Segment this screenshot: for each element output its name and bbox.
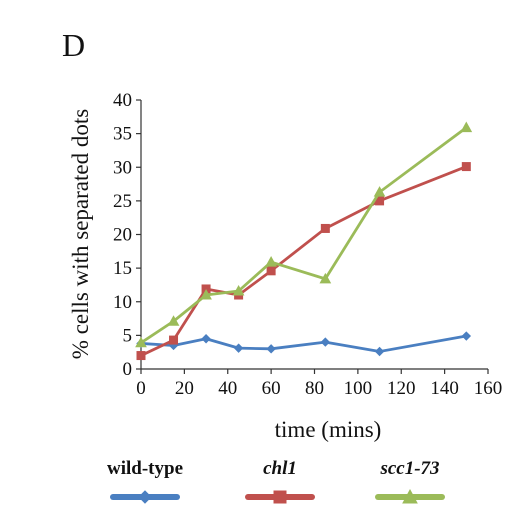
- legend-item: scc1-73: [375, 458, 445, 504]
- x-tick-label: 80: [305, 378, 324, 399]
- axes: [140, 100, 488, 370]
- x-ticks: 0 20 40 60 80 100 120 140 160: [136, 369, 502, 399]
- legend-label: scc1-73: [379, 458, 439, 479]
- y-tick-label: 35: [113, 124, 132, 145]
- data-point-diamond: [374, 346, 385, 357]
- y-tick-label: 20: [113, 225, 132, 246]
- data-point-diamond: [138, 490, 152, 504]
- y-tick-label: 0: [123, 359, 133, 380]
- data-point-square: [320, 223, 330, 233]
- x-tick-label: 40: [218, 378, 237, 399]
- x-tick-label: 140: [430, 378, 459, 399]
- data-point-triangle: [373, 186, 386, 197]
- y-axis-title: % cells with separated dots: [68, 109, 93, 359]
- y-tick-label: 30: [113, 157, 132, 178]
- data-point-triangle: [135, 336, 147, 348]
- x-tick-label: 20: [175, 378, 194, 399]
- x-tick-label: 120: [387, 378, 416, 399]
- legend-item: chl1: [245, 458, 315, 504]
- data-point-triangle: [460, 121, 473, 133]
- series-line: [140, 126, 468, 344]
- plot-series: [135, 121, 473, 361]
- data-point-triangle: [232, 284, 245, 296]
- y-ticks: 0 5 10 15 20 25 30 35 40: [113, 90, 141, 380]
- x-tick-label: 0: [136, 378, 146, 399]
- y-tick-label: 40: [113, 90, 132, 111]
- y-tick-label: 25: [113, 191, 132, 212]
- data-point-square: [273, 490, 287, 504]
- legend: wild-type chl1 scc1-73: [107, 458, 445, 504]
- data-point-diamond: [233, 343, 244, 353]
- series-line: [140, 334, 467, 353]
- legend-label: chl1: [263, 458, 297, 479]
- data-point-triangle: [265, 256, 277, 267]
- series-scc1-73: [135, 121, 473, 348]
- y-tick-label: 5: [123, 325, 133, 346]
- data-point-diamond: [266, 344, 276, 354]
- data-point-square: [461, 162, 471, 172]
- series-wild-type: [136, 331, 472, 357]
- series-chl1: [136, 162, 471, 361]
- data-point-square: [136, 351, 146, 361]
- panel-label: D: [62, 27, 85, 63]
- x-axis-title: time (mins): [275, 417, 382, 442]
- data-point-triangle: [402, 488, 418, 504]
- series-line: [140, 165, 467, 357]
- data-point-diamond: [461, 331, 472, 341]
- data-point-square: [169, 335, 179, 345]
- data-point-triangle: [167, 315, 180, 326]
- data-point-diamond: [201, 334, 211, 344]
- legend-item: wild-type: [107, 458, 183, 504]
- x-tick-label: 100: [344, 378, 373, 399]
- data-point-diamond: [320, 337, 331, 347]
- x-tick-label: 60: [262, 378, 281, 399]
- data-point-triangle: [200, 288, 212, 300]
- y-tick-label: 15: [113, 258, 132, 279]
- legend-label: wild-type: [107, 458, 183, 479]
- y-tick-label: 10: [113, 292, 132, 313]
- data-point-triangle: [319, 272, 332, 284]
- x-tick-label: 160: [474, 378, 503, 399]
- data-point-square: [266, 266, 276, 276]
